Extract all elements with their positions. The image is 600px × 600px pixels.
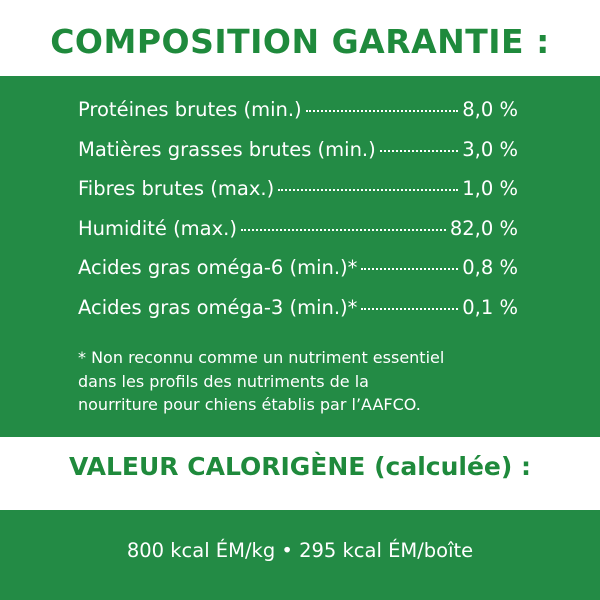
footnote-line: dans les profils des nutriments de la xyxy=(78,371,369,391)
calorie-panel: 800 kcal ÉM/kg • 295 kcal ÉM/boîte xyxy=(0,510,600,600)
nutrient-value: 8,0 % xyxy=(462,98,518,121)
table-row: Humidité (max.) 82,0 % xyxy=(78,217,518,257)
analysis-panel: Protéines brutes (min.) 8,0 % Matières gra… xyxy=(0,76,600,437)
leader-dots xyxy=(361,268,459,270)
nutrient-value: 0,8 % xyxy=(462,256,518,279)
leader-dots xyxy=(278,189,459,191)
leader-dots xyxy=(305,110,459,112)
section-title: VALEUR CALORIGÈNE (calculée) : xyxy=(68,452,531,481)
nutrient-value: 0,1 % xyxy=(462,295,518,319)
nutrient-value: 82,0 % xyxy=(449,216,518,240)
nutrient-label: Fibres brutes (max.) xyxy=(78,177,275,200)
footnote-line: * Non reconnu comme un nutriment essenti… xyxy=(78,348,445,367)
nutrient-value: 1,0 % xyxy=(462,177,518,200)
section-title: COMPOSITION GARANTIE : xyxy=(50,22,550,61)
table-row: Fibres brutes (max.) 1,0 % xyxy=(78,177,518,217)
footnote: * Non reconnu comme un nutriment essenti… xyxy=(78,346,444,417)
analysis-table: Protéines brutes (min.) 8,0 % Matières gra… xyxy=(78,98,518,335)
nutrient-label: Acides gras oméga-6 (min.)* xyxy=(78,256,358,279)
table-row: Acides gras oméga-6 (min.)* 0,8 % xyxy=(78,256,518,296)
leader-dots xyxy=(361,307,459,310)
nutrient-label: Humidité (max.) xyxy=(78,216,237,240)
leader-dots xyxy=(240,228,446,231)
nutrient-label: Protéines brutes (min.) xyxy=(78,98,302,121)
leader-dots xyxy=(379,149,459,152)
nutrient-label: Matières grasses brutes (min.) xyxy=(78,137,376,161)
nutrient-label: Acides gras oméga-3 (min.)* xyxy=(78,295,358,319)
table-row: Protéines brutes (min.) 8,0 % xyxy=(78,98,518,138)
footnote-line: nourriture pour chiens établis par l’AAF… xyxy=(78,395,421,414)
nutrient-value: 3,0 % xyxy=(462,137,518,161)
table-row: Matières grasses brutes (min.) 3,0 % xyxy=(78,138,518,178)
table-row: Acides gras oméga-3 (min.)* 0,1 % xyxy=(78,296,518,336)
calorie-text: 800 kcal ÉM/kg • 295 kcal ÉM/boîte xyxy=(126,539,474,562)
